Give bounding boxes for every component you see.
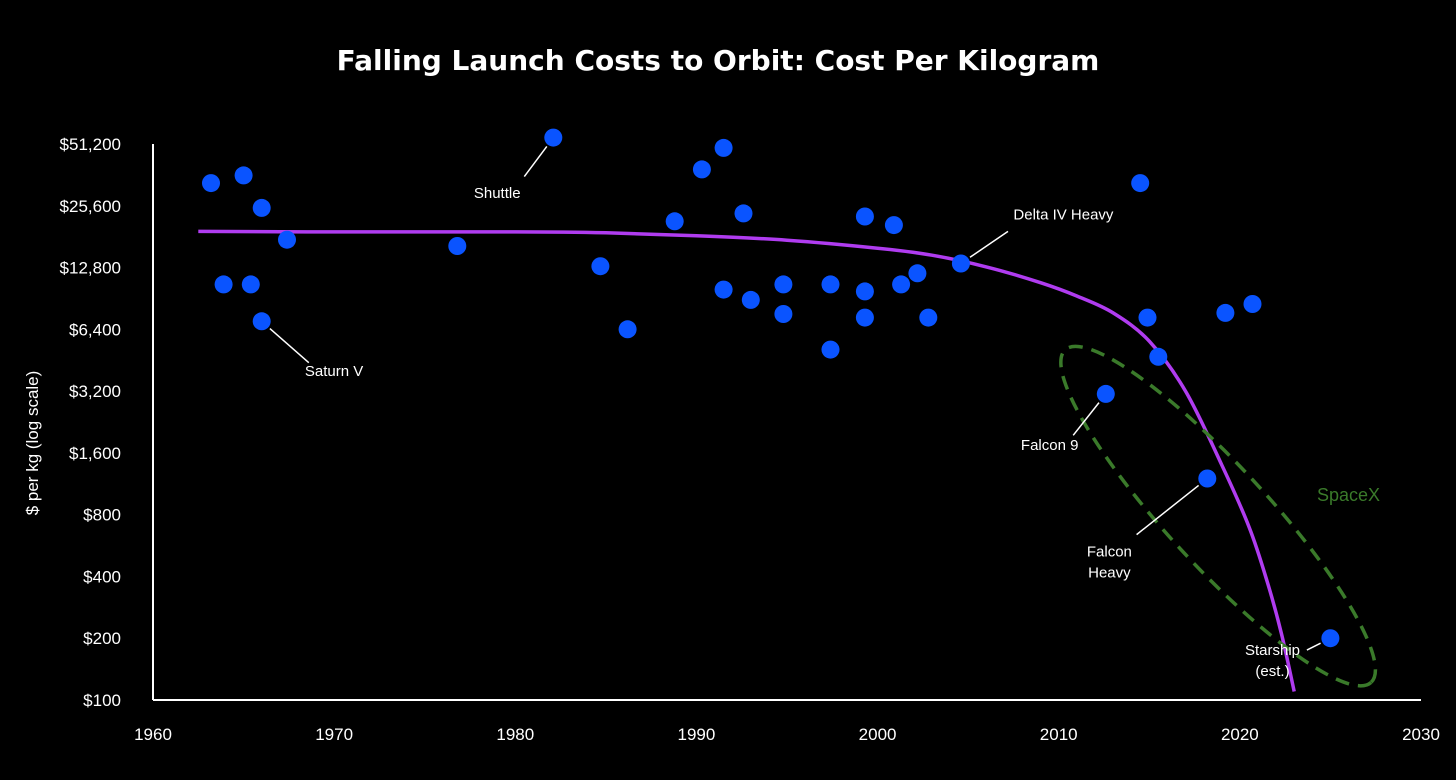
data-point — [892, 275, 911, 294]
annotations-layer: Shuttle Saturn V Delta IV Heavy Falcon 9 Fal… — [269, 145, 1321, 680]
annotation-leader — [1072, 402, 1100, 436]
y-tick-label: $25,600 — [60, 197, 121, 216]
x-tick-label: 1960 — [134, 725, 172, 744]
data-point — [1198, 469, 1217, 488]
annotation-leader — [269, 328, 310, 364]
data-point — [544, 128, 563, 147]
x-tick-label: 1990 — [678, 725, 716, 744]
data-point — [774, 305, 793, 323]
data-point — [821, 340, 840, 359]
points-layer — [202, 128, 1340, 648]
x-tick-label: 1970 — [315, 725, 353, 744]
trend-line — [198, 229, 1296, 692]
annotation-leader — [1136, 484, 1200, 536]
y-tick-label: $3,200 — [69, 382, 121, 401]
data-point — [855, 308, 874, 327]
y-tick-label: $12,800 — [60, 259, 121, 278]
data-point — [714, 280, 733, 299]
y-tick-label: $200 — [83, 629, 121, 648]
spacex-group-layer: SpaceX — [1059, 344, 1380, 688]
data-point — [692, 160, 711, 179]
data-point — [884, 216, 903, 235]
data-point — [741, 290, 760, 309]
axes-layer: $51,200 $25,600 $12,800 $6,400 $3,200 $1,600 $… — [23, 135, 1440, 744]
x-tick-label: 2010 — [1040, 725, 1078, 744]
spacex-label: SpaceX — [1317, 485, 1380, 505]
y-axis-title: $ per kg (log scale) — [23, 371, 42, 516]
data-point — [241, 275, 260, 294]
annotation-label: Starship — [1245, 642, 1300, 659]
x-tick-label: 2020 — [1221, 725, 1259, 744]
y-tick-label: $100 — [83, 691, 121, 710]
annotation-leader — [523, 145, 548, 178]
data-point — [734, 204, 753, 223]
data-point — [202, 174, 220, 193]
annotation-label: Heavy — [1088, 565, 1131, 582]
x-tick-label: 1980 — [496, 725, 534, 744]
x-tick-label: 2000 — [859, 725, 897, 744]
data-point — [951, 254, 970, 273]
y-tick-label: $400 — [83, 567, 121, 586]
data-point — [234, 166, 253, 185]
data-point — [855, 207, 874, 226]
data-point — [855, 282, 874, 301]
data-point — [252, 312, 271, 331]
annotation-label: Saturn V — [305, 363, 363, 380]
annotation-label: Falcon — [1087, 544, 1132, 561]
data-point — [1096, 384, 1115, 403]
data-point — [821, 275, 840, 294]
data-point — [1138, 308, 1157, 327]
data-point — [1131, 174, 1150, 193]
data-point — [278, 230, 296, 249]
annotation-label: Shuttle — [474, 185, 521, 202]
y-tick-label: $800 — [83, 506, 121, 525]
data-point — [214, 275, 233, 294]
annotation-leader — [969, 230, 1009, 258]
data-point — [618, 320, 637, 339]
data-point — [919, 308, 938, 327]
data-point — [1149, 347, 1168, 366]
data-point — [448, 237, 467, 255]
y-tick-label: $6,400 — [69, 320, 121, 339]
data-point — [591, 257, 610, 276]
annotation-leader — [1306, 642, 1321, 651]
data-point — [1216, 303, 1235, 322]
data-point — [908, 264, 927, 283]
y-tick-label: $1,600 — [69, 444, 121, 463]
y-tick-label: $51,200 — [60, 135, 121, 154]
data-point — [252, 198, 271, 217]
trend-layer — [198, 229, 1296, 692]
annotation-label: Delta IV Heavy — [1013, 206, 1114, 223]
data-point — [1321, 629, 1340, 648]
data-point — [774, 275, 793, 294]
data-point — [1243, 295, 1262, 313]
data-point — [714, 138, 733, 157]
annotation-label: Falcon 9 — [1021, 437, 1079, 454]
data-point — [665, 212, 684, 231]
chart-title: Falling Launch Costs to Orbit: Cost Per … — [336, 44, 1100, 77]
spacex-ellipse — [1059, 344, 1378, 688]
x-tick-label: 2030 — [1402, 725, 1440, 744]
annotation-label: (est.) — [1255, 663, 1289, 680]
